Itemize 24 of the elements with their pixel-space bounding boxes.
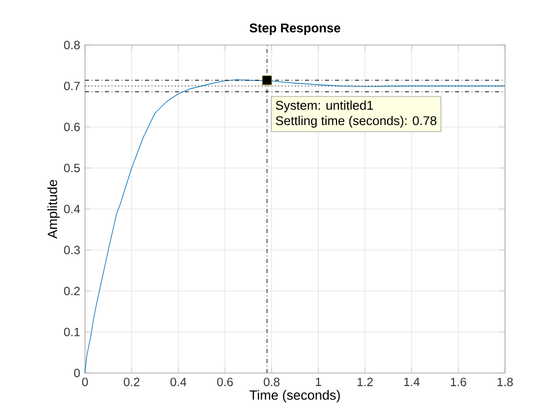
x-axis-title: Time (seconds) xyxy=(250,390,340,402)
x-tick-label: 1.6 xyxy=(450,378,466,386)
y-tick-label: 0.3 xyxy=(64,246,80,254)
x-tick-label: 1.8 xyxy=(498,378,513,386)
y-tick-label: 0.1 xyxy=(64,328,80,336)
x-tick-label: 0.4 xyxy=(170,378,186,386)
x-tick-label: 1.2 xyxy=(358,378,373,386)
y-tick-label: 0.4 xyxy=(64,204,80,214)
y-tick-label: 0.7 xyxy=(64,82,80,90)
x-tick-label: 0.2 xyxy=(124,378,140,386)
y-tick-label: 0 xyxy=(74,368,80,378)
x-tick-label: 0.6 xyxy=(217,378,233,386)
annotation: Settling time (seconds): 0.78 xyxy=(276,116,436,128)
y-tick-label: 0.2 xyxy=(64,286,80,296)
x-tick-label: 0 xyxy=(82,378,88,386)
y-axis-title: Amplitude xyxy=(47,180,60,239)
x-tick-label: 1.4 xyxy=(404,378,420,386)
y-tick-label: 0.5 xyxy=(64,164,80,172)
chart-title: Step Response xyxy=(250,23,340,35)
y-tick-label: 0.8 xyxy=(64,40,80,50)
y-tick-label: 0.6 xyxy=(64,122,80,132)
x-tick-label: 1 xyxy=(316,378,322,386)
annotation: System: untitled1 xyxy=(276,100,373,112)
x-tick-label: 0.8 xyxy=(264,378,280,386)
